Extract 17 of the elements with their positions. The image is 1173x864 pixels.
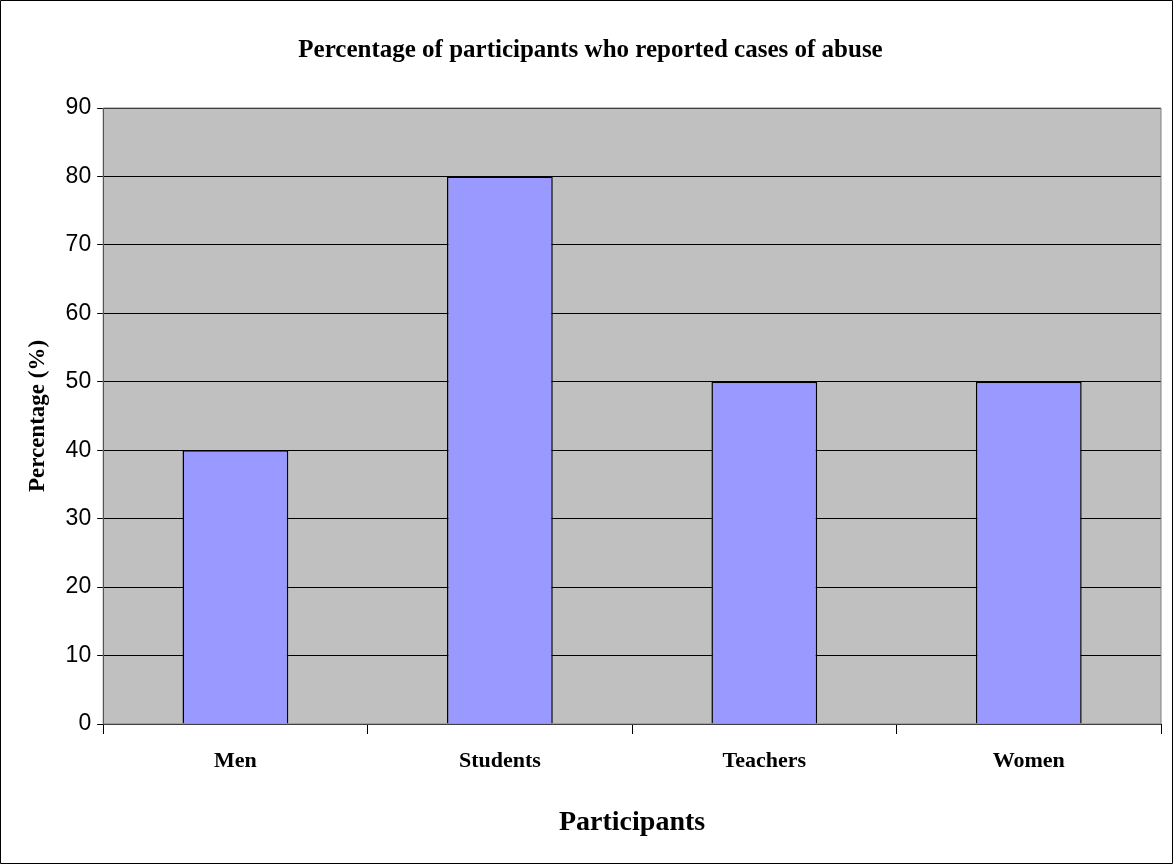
y-tick-label: 40 [65, 435, 92, 462]
y-tick-label: 80 [65, 161, 92, 188]
y-tick-label: 70 [65, 230, 92, 257]
y-tick-label: 20 [65, 572, 92, 599]
chart-title: Percentage of participants who reported cases of abuse [298, 35, 883, 63]
y-tick-label: 50 [65, 367, 92, 394]
y-axis-title: Percentage (%) [23, 339, 49, 493]
y-tick-label: 30 [65, 504, 92, 531]
x-tick-label: Women [992, 746, 1065, 772]
x-tick-label: Students [458, 746, 542, 772]
x-axis-title: Participants [558, 805, 706, 837]
y-tick-label: 60 [65, 298, 92, 325]
y-tick-label: 10 [65, 640, 92, 667]
x-tick-label: Men [214, 746, 257, 772]
x-tick-label: Teachers [722, 746, 807, 772]
y-tick-label: 90 [65, 93, 92, 120]
y-tick-label: 0 [78, 709, 92, 736]
